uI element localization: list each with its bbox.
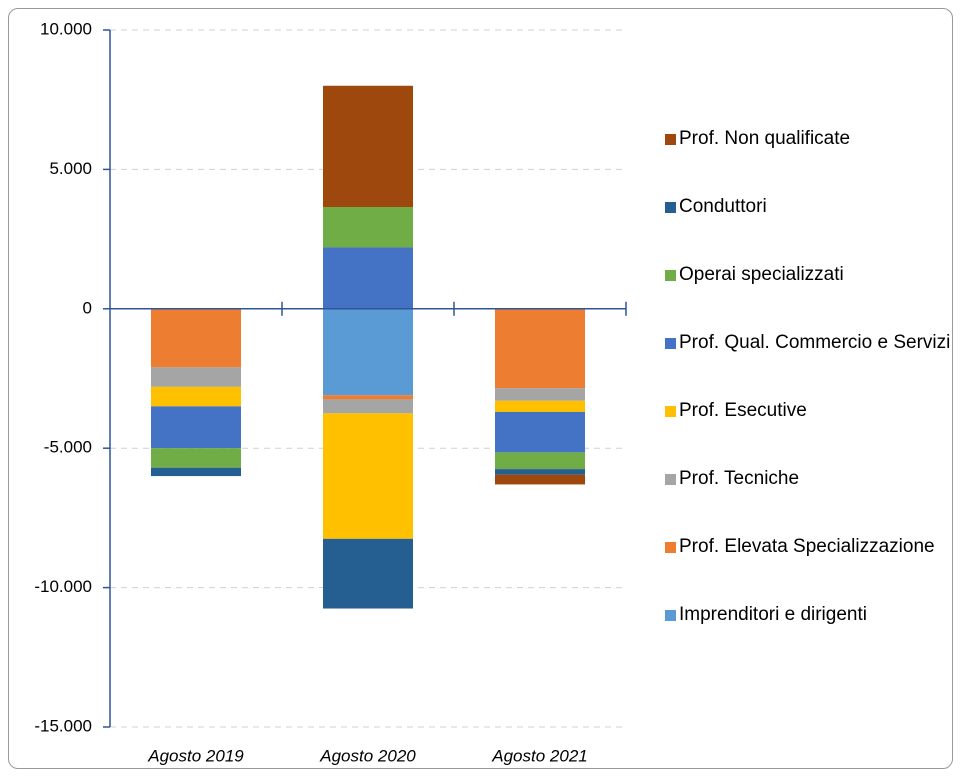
legend-item: Prof. Non qualificate (665, 125, 955, 193)
legend-label: Prof. Elevata Specializzazione (679, 536, 935, 557)
bar-segment (151, 467, 241, 477)
y-tick-label: -10.000 (34, 577, 92, 596)
legend: Prof. Non qualificate Conduttori Operai sp… (665, 125, 955, 669)
legend-label: Operai specializzati (679, 264, 844, 285)
legend-swatch (665, 610, 676, 621)
bar-segment (495, 469, 585, 475)
bar-segment (495, 400, 585, 412)
legend-label: Prof. Esecutive (679, 400, 807, 421)
legend-label: Prof. Qual. Commercio e Servizi (679, 332, 951, 353)
bar-segment (323, 413, 413, 539)
legend-label: Imprenditori e dirigenti (679, 604, 867, 625)
legend-swatch (665, 406, 676, 417)
bar-segment (323, 207, 413, 248)
bar-segment (495, 308, 585, 389)
bar-segment (495, 388, 585, 401)
legend-item: Conduttori (665, 193, 955, 261)
bar-segment (323, 399, 413, 414)
bar-segment (151, 448, 241, 468)
bar-segment (151, 386, 241, 407)
bar-segment (323, 538, 413, 609)
y-tick-label: 0 (83, 298, 92, 317)
bar-segment (495, 411, 585, 453)
legend-item: Prof. Esecutive (665, 397, 955, 465)
y-tick-label: 10.000 (40, 19, 92, 38)
legend-swatch (665, 338, 676, 349)
y-tick-label: 5.000 (49, 159, 92, 178)
bar-segment (323, 308, 413, 396)
x-tick-label: Agosto 2021 (491, 746, 587, 765)
bar-segment (495, 474, 585, 485)
legend-item: Prof. Elevata Specializzazione (665, 533, 955, 601)
x-tick-label: Agosto 2019 (147, 746, 244, 765)
legend-item: Imprenditori e dirigenti (665, 601, 955, 669)
chart-frame (8, 8, 953, 769)
y-tick-label: -15.000 (34, 716, 92, 735)
bar-segment (323, 247, 413, 309)
bar-segment (323, 395, 413, 400)
bar-segment (151, 406, 241, 449)
legend-swatch (665, 202, 676, 213)
legend-label: Conduttori (679, 196, 767, 217)
legend-swatch (665, 134, 676, 145)
legend-item: Prof. Qual. Commercio e Servizi (665, 329, 955, 397)
legend-swatch (665, 474, 676, 485)
legend-item: Operai specializzati (665, 261, 955, 329)
legend-label: Prof. Non qualificate (679, 128, 851, 149)
bar-segment (495, 452, 585, 470)
legend-item: Prof. Tecniche (665, 465, 955, 533)
bar-segment (151, 308, 241, 368)
bar-segment (151, 367, 241, 387)
legend-label: Prof. Tecniche (679, 468, 800, 489)
legend-swatch (665, 542, 676, 553)
y-tick-label: -5.000 (44, 438, 92, 457)
legend-swatch (665, 270, 676, 281)
bar-segment (323, 85, 413, 208)
x-tick-label: Agosto 2020 (319, 746, 416, 765)
